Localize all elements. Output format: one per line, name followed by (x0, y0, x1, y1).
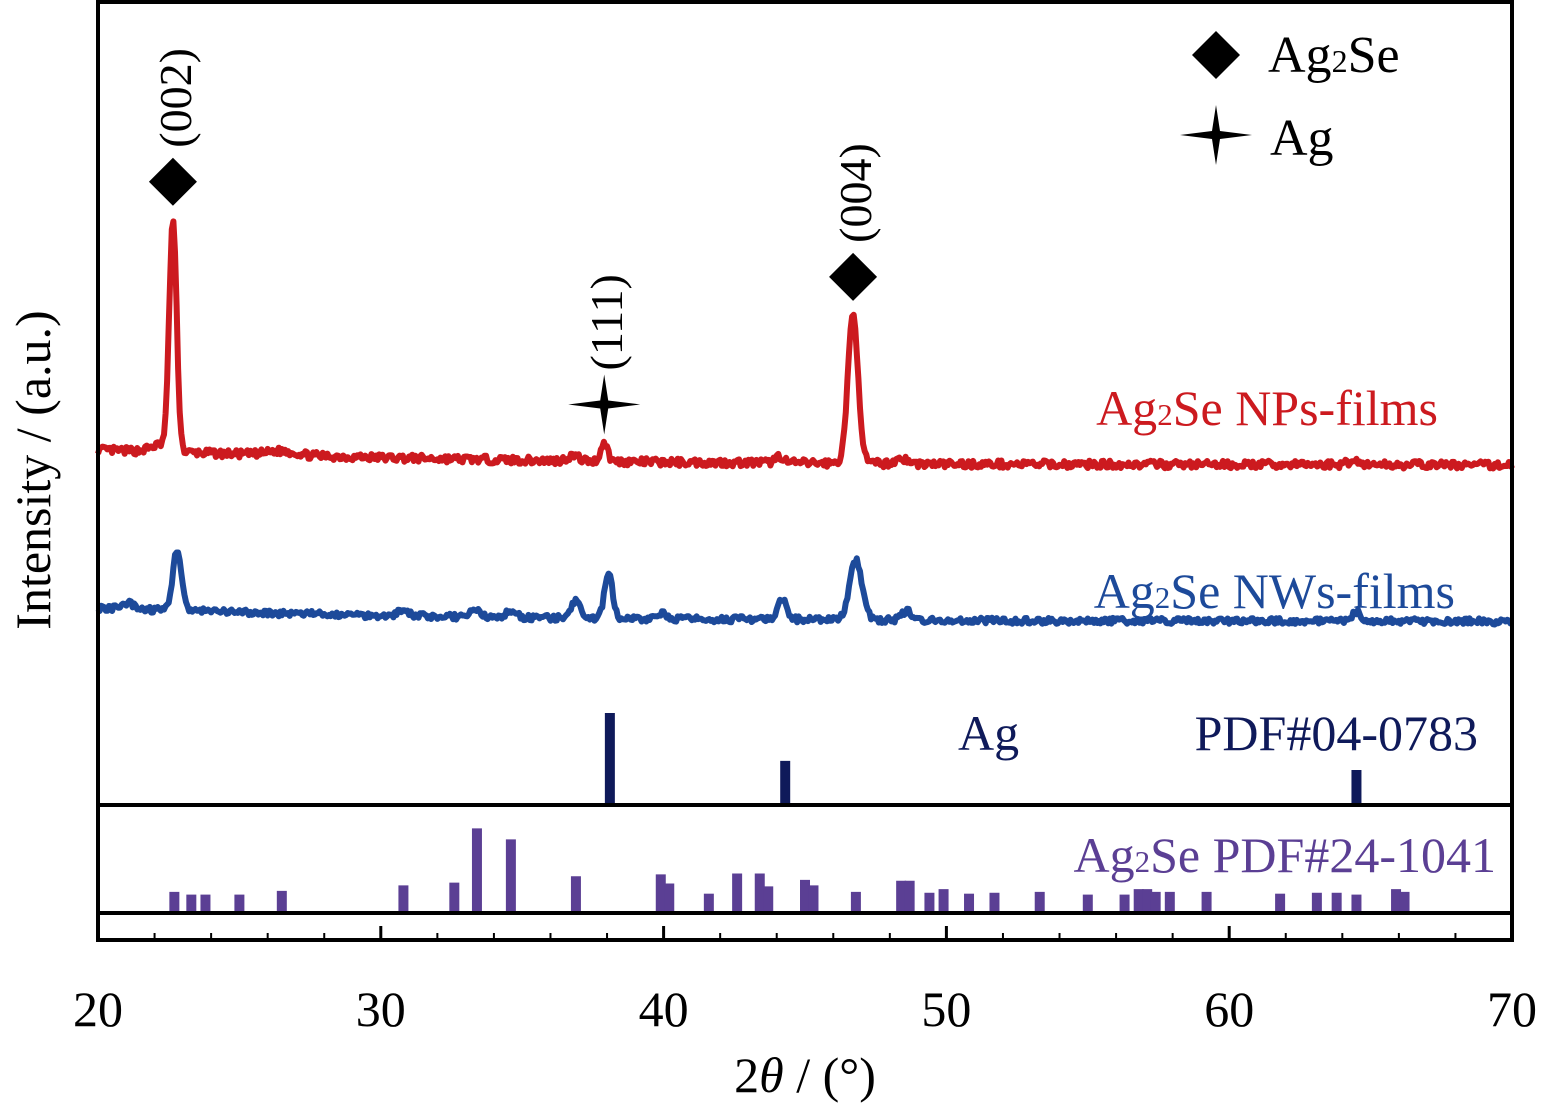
reference-layer: Ag PDF#04-0783 Ag2Se PDF#24-1041 (169, 705, 1496, 913)
plot-frame (96, 0, 1514, 942)
legend-label-0: Ag2Se (1268, 27, 1400, 84)
ref-ag-label: Ag (958, 705, 1019, 761)
peak-marker-diamond (829, 252, 878, 301)
legend-label-1: Ag (1270, 110, 1334, 167)
peak-index-label: (111) (581, 274, 632, 370)
peak-marker-diamond (148, 157, 197, 206)
series-layer: Ag2Se NPs-films Ag2Se NWs-films (95, 218, 1515, 628)
series-line-1 (95, 549, 1514, 628)
x-tick-label: 50 (921, 981, 971, 1037)
frame-layer (96, 0, 1514, 942)
ref-ag2se-label: Ag2Se PDF#24-1041 (1074, 827, 1496, 883)
legend: Ag2Se Ag (1180, 27, 1400, 167)
axis-layer: 20 30 40 50 60 70 2θ / (°) Intensity / (a.u.) (5, 310, 1537, 1103)
peak-index-label: (004) (830, 143, 881, 243)
series-label-1: Ag2Se NWs-films (1094, 563, 1455, 619)
annotation-layer: (002) (111) (004) (148, 48, 881, 435)
x-tick-label: 60 (1204, 981, 1254, 1037)
series-line-0 (95, 218, 1515, 472)
x-tick-label: 70 (1487, 981, 1537, 1037)
peak-index-label: (002) (150, 48, 201, 148)
x-tick-label: 20 (73, 981, 123, 1037)
x-tick-label: 30 (356, 981, 406, 1037)
legend-marker-diamond (1192, 31, 1240, 79)
ref-ag-pdf-label: PDF#04-0783 (1195, 705, 1478, 761)
peak-marker-star (568, 374, 641, 435)
x-axis-label: 2θ / (°) (734, 1047, 876, 1103)
series-label-0: Ag2Se NPs-films (1096, 380, 1438, 436)
y-axis-label: Intensity / (a.u.) (5, 310, 61, 629)
legend-marker-star (1180, 105, 1252, 165)
x-tick-label: 40 (639, 981, 689, 1037)
